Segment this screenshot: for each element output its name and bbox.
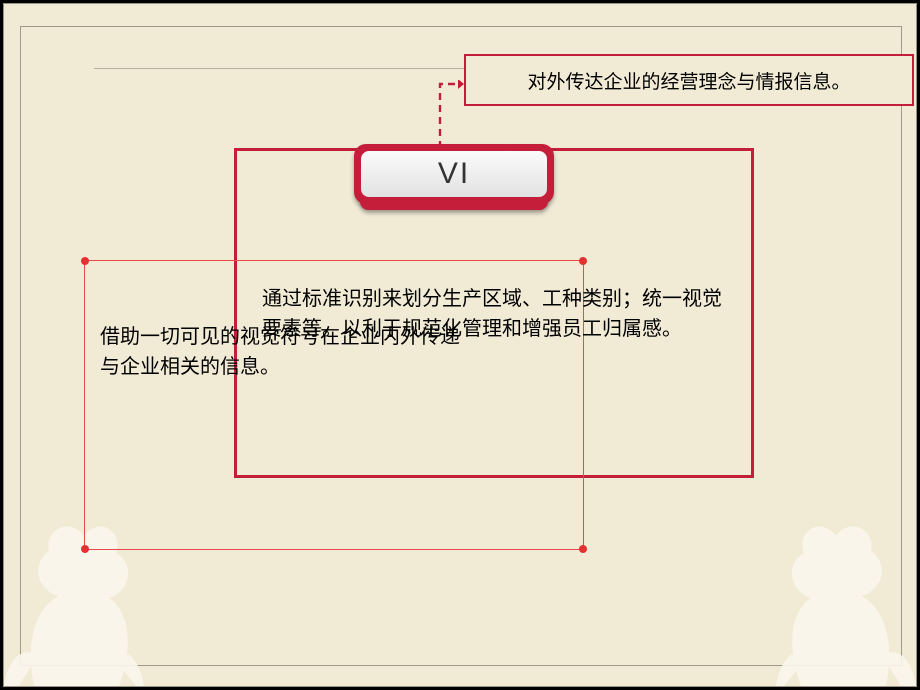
slide-canvas: 对外传达企业的经营理念与情报信息。 VI 通过标准识别来划分生产区域、工种类别；… (3, 3, 917, 687)
vi-badge: VI (354, 144, 554, 214)
overlay-paragraph: 借助一切可见的视觉符号在企业内外传递与企业相关的信息。 (100, 322, 470, 382)
top-callout-box: 对外传达企业的经营理念与情报信息。 (464, 54, 914, 106)
handle-dot-bottom-left (81, 545, 89, 553)
rose-decoration-right (746, 496, 916, 686)
top-callout-text: 对外传达企业的经营理念与情报信息。 (527, 67, 850, 94)
handle-dot-bottom-right (579, 545, 587, 553)
vi-badge-label: VI (361, 151, 547, 197)
handle-dot-top-left (81, 257, 89, 265)
vi-badge-underbar (360, 198, 548, 210)
handle-dot-top-right (579, 257, 587, 265)
